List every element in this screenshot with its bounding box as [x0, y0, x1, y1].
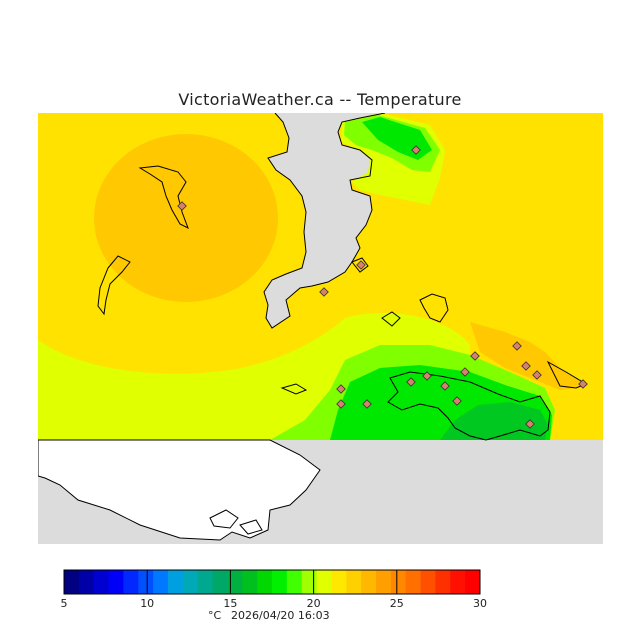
colorbar-swatch — [361, 570, 377, 594]
colorbar-swatch — [168, 570, 184, 594]
colorbar-swatch — [138, 570, 154, 594]
colorbar-tick-label: 25 — [390, 597, 404, 610]
colorbar-swatches — [64, 570, 481, 594]
station-marker[interactable] — [452, 396, 462, 406]
colorbar-swatch — [405, 570, 421, 594]
colorbar-swatch — [153, 570, 169, 594]
colorbar-swatch — [227, 570, 243, 594]
colorbar-swatch — [390, 570, 407, 594]
warm-zone-west — [94, 134, 278, 302]
colorbar-swatch — [331, 570, 347, 594]
station-marker[interactable] — [177, 201, 187, 211]
station-marker[interactable] — [336, 399, 346, 409]
station-marker[interactable] — [406, 377, 416, 387]
station-marker[interactable] — [336, 384, 346, 394]
colorbar-tick-label: 30 — [473, 597, 487, 610]
colorbar-ticks: 5 10 15 20 25 30 — [61, 570, 487, 610]
white-island-b — [239, 519, 263, 535]
colorbar-tick-label: 10 — [140, 597, 154, 610]
colorbar-timestamp: 2026/04/20 16:03 — [231, 609, 330, 622]
station-marker[interactable] — [532, 370, 542, 380]
colorbar-tick-label: 20 — [307, 597, 321, 610]
temperature-map[interactable] — [38, 113, 603, 544]
colorbar-swatch — [301, 570, 317, 594]
station-marker[interactable] — [440, 381, 450, 391]
station-marker[interactable] — [411, 145, 421, 155]
colorbar-swatch — [93, 570, 109, 594]
colorbar-swatch — [316, 570, 332, 594]
colorbar-swatch — [212, 570, 228, 594]
colorbar-swatch — [123, 570, 139, 594]
station-marker[interactable] — [460, 367, 470, 377]
colorbar-tick-label: 15 — [223, 597, 237, 610]
colorbar-swatch — [450, 570, 466, 594]
station-markers — [177, 145, 588, 429]
colorbar-unit: °C — [208, 609, 222, 622]
colorbar-swatch — [64, 570, 80, 594]
colorbar-swatch — [257, 570, 273, 594]
colorbar-swatch — [197, 570, 213, 594]
colorbar-tick-label: 5 — [61, 597, 68, 610]
colorbar-swatch — [435, 570, 451, 594]
station-marker[interactable] — [521, 361, 531, 371]
station-marker[interactable] — [512, 341, 522, 351]
station-marker[interactable] — [470, 351, 480, 361]
colorbar-swatch — [108, 570, 124, 594]
station-marker[interactable] — [578, 379, 588, 389]
station-marker[interactable] — [362, 399, 372, 409]
station-marker[interactable] — [422, 371, 432, 381]
temperature-colorbar: 5 10 15 20 25 30 °C 2026/04/20 16:03 — [61, 569, 487, 622]
warm-zone-east — [470, 322, 588, 390]
colorbar-swatch — [286, 570, 303, 594]
map-title: VictoriaWeather.ca -- Temperature — [178, 90, 462, 109]
station-marker[interactable] — [356, 260, 366, 270]
colorbar-swatch — [78, 570, 95, 594]
colorbar-swatch — [346, 570, 362, 594]
coastlines — [97, 113, 588, 441]
colorbar-swatch — [242, 570, 258, 594]
colorbar-swatch — [272, 570, 288, 594]
mainland-no-data — [38, 439, 321, 541]
white-island-a — [209, 509, 239, 529]
colorbar-swatch — [182, 570, 199, 594]
colorbar-swatch — [376, 570, 392, 594]
station-marker[interactable] — [525, 419, 535, 429]
station-marker[interactable] — [319, 287, 329, 297]
colorbar-swatch — [420, 570, 436, 594]
colorbar-swatch — [465, 570, 481, 594]
